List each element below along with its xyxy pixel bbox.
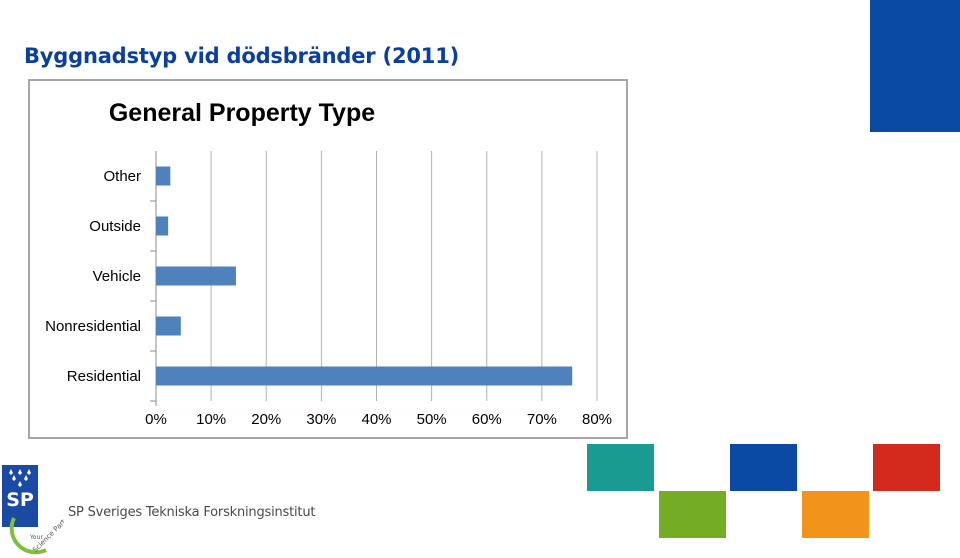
x-tick-label: 50%	[417, 411, 447, 428]
category-label-outside: Outside	[89, 218, 141, 235]
bar-nonresidential	[156, 316, 181, 336]
x-tick-label: 60%	[472, 411, 502, 428]
category-label-vehicle: Vehicle	[93, 268, 141, 285]
category-label-residential: Residential	[67, 368, 141, 385]
logo-tagline-your: Your	[29, 534, 43, 541]
bar-vehicle	[156, 266, 236, 286]
category-labels: Residential Nonresidential Vehicle Outside O…	[45, 168, 141, 385]
bar-outside	[156, 216, 169, 236]
x-tick-label: 70%	[527, 411, 557, 428]
blue-tile	[730, 444, 797, 491]
x-tick-label: 10%	[196, 411, 226, 428]
x-tick-label: 0%	[145, 411, 167, 428]
orange-tile	[802, 491, 869, 538]
blue-accent-block-top	[870, 0, 960, 132]
chart-title: General Property Type	[109, 99, 375, 127]
crown-icon	[9, 469, 31, 487]
property-type-chart: General Property Type Residential Nonresi…	[45, 99, 612, 428]
teal-tile	[587, 444, 654, 491]
x-tick-labels: 0% 10% 20% 30% 40% 50% 60% 70% 80%	[145, 411, 612, 428]
green-tile	[659, 491, 726, 538]
gridlines	[150, 151, 598, 406]
x-tick-label: 30%	[306, 411, 336, 428]
sp-logo: SP	[2, 465, 38, 527]
chart-frame: General Property Type Residential Nonresi…	[28, 79, 628, 439]
x-tick-label: 40%	[361, 411, 391, 428]
logo-letters: SP	[6, 489, 34, 511]
organization-name: SP Sveriges Tekniska Forskningsinstitut	[68, 505, 316, 520]
x-tick-label: 80%	[582, 411, 612, 428]
category-label-other: Other	[103, 168, 141, 185]
science-partner-badge: Your Science Partner	[9, 510, 64, 555]
bars	[156, 166, 573, 386]
category-label-nonresidential: Nonresidential	[45, 318, 141, 335]
logo-tagline-partner: Science Partner	[31, 510, 64, 554]
bar-residential	[156, 366, 573, 386]
slide-title: Byggnadstyp vid dödsbränder (2011)	[24, 44, 459, 68]
red-tile	[873, 444, 940, 491]
x-tick-label: 20%	[251, 411, 281, 428]
bar-other	[156, 166, 171, 186]
